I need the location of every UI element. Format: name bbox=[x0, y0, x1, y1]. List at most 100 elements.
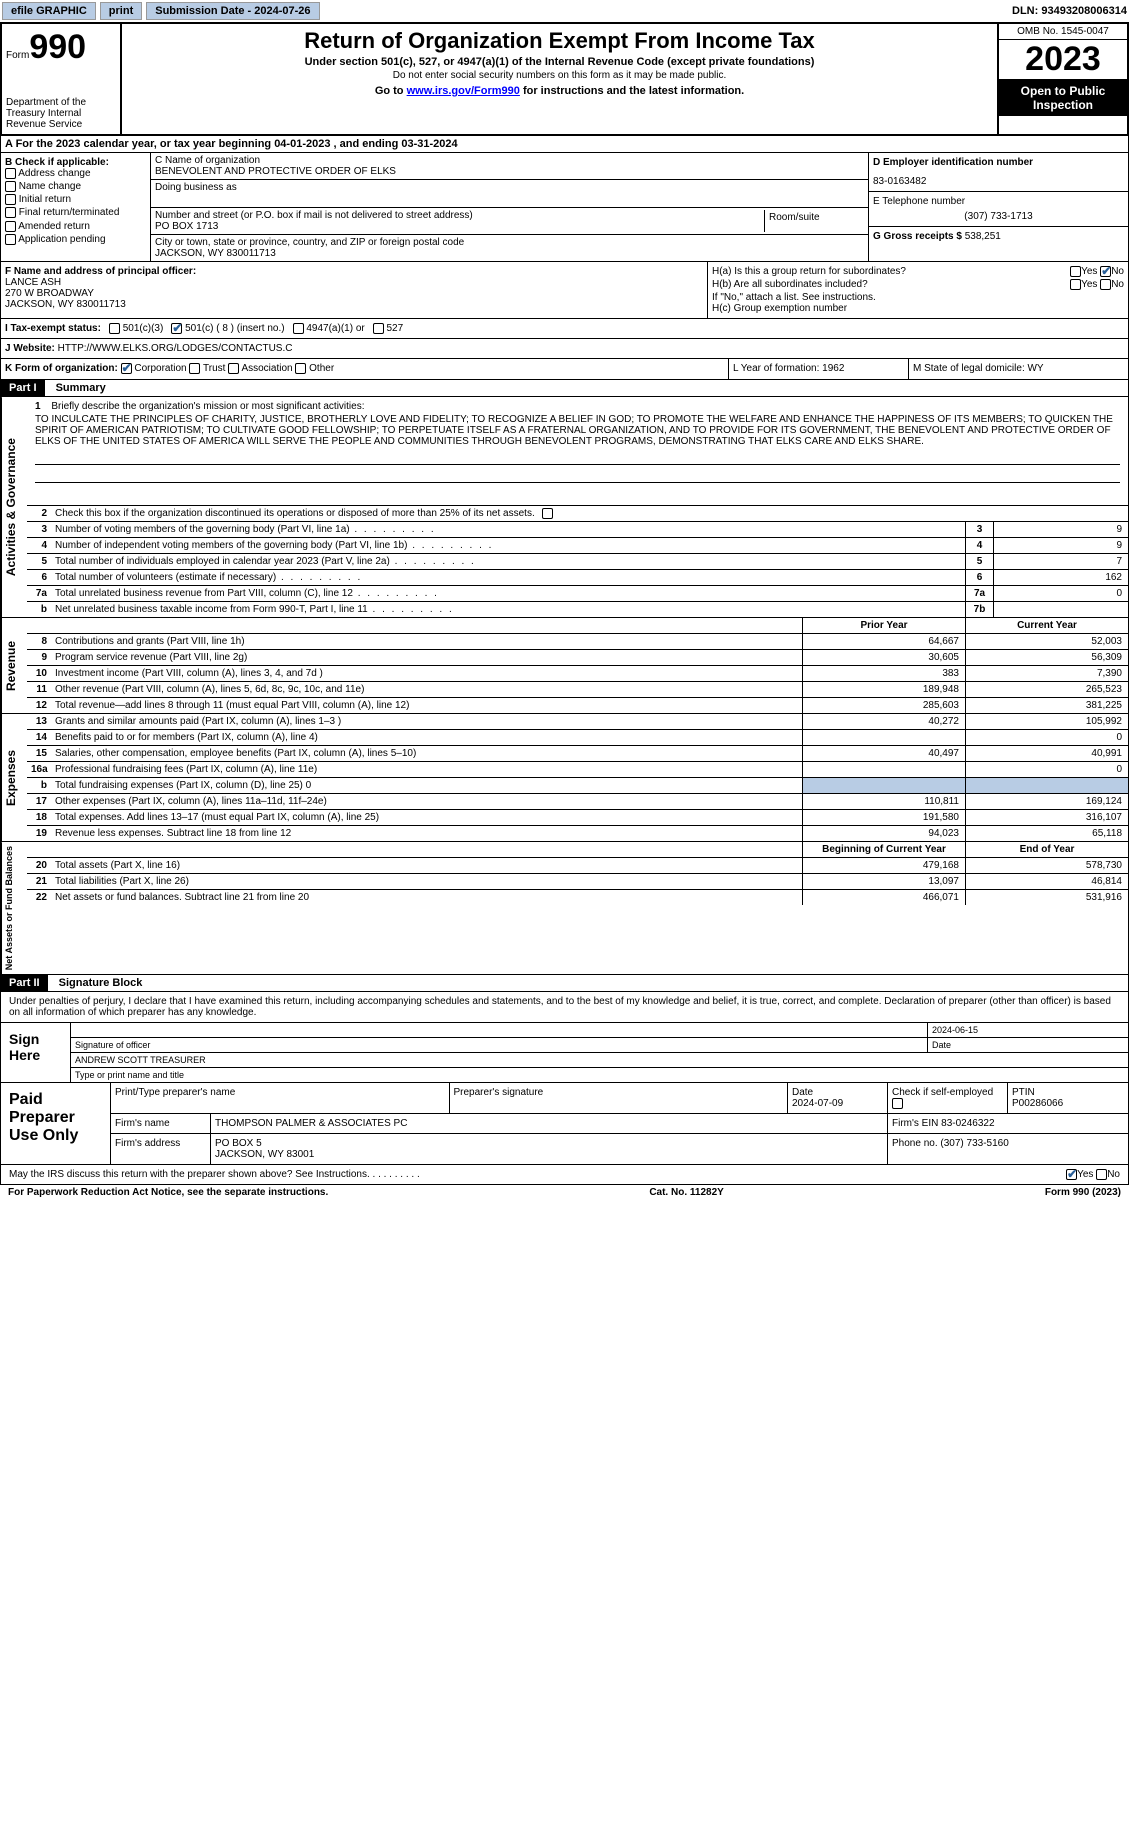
l-year: L Year of formation: 1962 bbox=[728, 359, 908, 378]
row-22: 22Net assets or fund balances. Subtract … bbox=[27, 890, 1128, 905]
netassets-block: Net Assets or Fund Balances Beginning of… bbox=[0, 842, 1129, 975]
topbar: efile GRAPHIC print Submission Date - 20… bbox=[0, 0, 1129, 22]
form-990: 990 bbox=[29, 28, 86, 66]
paid-label: Paid Preparer Use Only bbox=[1, 1083, 111, 1164]
sig-officer-label: Signature of officer bbox=[71, 1038, 928, 1052]
g-label: G Gross receipts $ bbox=[873, 231, 962, 242]
ha-label: H(a) Is this a group return for subordin… bbox=[712, 266, 906, 277]
fin-header-rev: Prior Year Current Year bbox=[27, 618, 1128, 634]
check-b-column: B Check if applicable: Address change Na… bbox=[1, 153, 151, 261]
discuss-text: May the IRS discuss this return with the… bbox=[9, 1169, 420, 1180]
row-13: 13Grants and similar amounts paid (Part … bbox=[27, 714, 1128, 730]
addr-row: Number and street (or P.O. box if mail i… bbox=[151, 208, 868, 235]
addr-label: Number and street (or P.O. box if mail i… bbox=[155, 210, 764, 221]
name-change-check[interactable]: Name change bbox=[5, 181, 146, 192]
form-header: Form990 Department of the Treasury Inter… bbox=[0, 22, 1129, 136]
mission-block: 1 Briefly describe the organization's mi… bbox=[27, 397, 1128, 506]
initial-return-check[interactable]: Initial return bbox=[5, 194, 146, 205]
goto-prefix: Go to bbox=[375, 85, 407, 97]
form-subtitle: Under section 501(c), 527, or 4947(a)(1)… bbox=[126, 56, 993, 68]
website-url: HTTP://WWW.ELKS.ORG/LODGES/CONTACTUS.C bbox=[58, 343, 293, 354]
hb-note: If "No," attach a list. See instructions… bbox=[712, 292, 1124, 303]
row-21: 21Total liabilities (Part X, line 26)13,… bbox=[27, 874, 1128, 890]
self-emp-check[interactable]: Check if self-employed bbox=[888, 1083, 1008, 1113]
sign-date: 2024-06-15 bbox=[928, 1023, 1128, 1037]
e-label: E Telephone number bbox=[873, 196, 1124, 207]
row-6: 6Total number of volunteers (estimate if… bbox=[27, 570, 1128, 586]
part2-title-text: Signature Block bbox=[51, 975, 151, 991]
hc-label: H(c) Group exemption number bbox=[712, 303, 1124, 314]
c-label: C Name of organization bbox=[155, 155, 864, 166]
side-rev: Revenue bbox=[1, 618, 27, 713]
tax-year: 2023 bbox=[999, 40, 1127, 80]
side-net: Net Assets or Fund Balances bbox=[1, 842, 27, 974]
row-17: 17Other expenses (Part IX, column (A), l… bbox=[27, 794, 1128, 810]
paid-row-1: Print/Type preparer's name Preparer's si… bbox=[111, 1083, 1128, 1114]
phone-cell: E Telephone number (307) 733-1713 bbox=[869, 192, 1128, 227]
efile-button[interactable]: efile GRAPHIC bbox=[2, 2, 96, 20]
officer-block: F Name and address of principal officer:… bbox=[0, 262, 1129, 319]
officer-name: LANCE ASH bbox=[5, 277, 703, 288]
org-right: D Employer identification number 83-0163… bbox=[868, 153, 1128, 261]
dba-label: Doing business as bbox=[155, 182, 864, 193]
form-header-left: Form990 Department of the Treasury Inter… bbox=[2, 24, 122, 134]
goto-link[interactable]: www.irs.gov/Form990 bbox=[407, 85, 520, 97]
ein-value: 83-0163482 bbox=[873, 176, 1124, 187]
mission-label: Briefly describe the organization's miss… bbox=[51, 401, 364, 412]
expenses-block: Expenses 13Grants and similar amounts pa… bbox=[0, 714, 1129, 842]
prep-sig-label: Preparer's signature bbox=[450, 1083, 789, 1113]
print-button[interactable]: print bbox=[100, 2, 142, 20]
form-number: Form990 bbox=[6, 28, 116, 67]
org-city: JACKSON, WY 830011713 bbox=[155, 248, 864, 259]
k-org-row: K Form of organization: Corporation Trus… bbox=[0, 359, 1129, 379]
sign-here-label: Sign Here bbox=[1, 1023, 71, 1082]
form-note: Do not enter social security numbers on … bbox=[126, 70, 993, 81]
row-11: 11Other revenue (Part VIII, column (A), … bbox=[27, 682, 1128, 698]
row-7b: bNet unrelated business taxable income f… bbox=[27, 602, 1128, 617]
paid-row-3: Firm's address PO BOX 5JACKSON, WY 83001… bbox=[111, 1134, 1128, 1164]
dept-label: Department of the Treasury Internal Reve… bbox=[6, 97, 116, 130]
dln-label: DLN: 93493208006314 bbox=[1012, 5, 1127, 17]
row-3: 3Number of voting members of the governi… bbox=[27, 522, 1128, 538]
form-label: Form 990 (2023) bbox=[1045, 1187, 1121, 1198]
date-label: Date bbox=[928, 1038, 1128, 1052]
addr-change-check[interactable]: Address change bbox=[5, 168, 146, 179]
app-pending-check[interactable]: Application pending bbox=[5, 234, 146, 245]
row-16b: bTotal fundraising expenses (Part IX, co… bbox=[27, 778, 1128, 794]
final-return-check[interactable]: Final return/terminated bbox=[5, 207, 146, 218]
part1-title-text: Summary bbox=[48, 380, 114, 396]
org-mid: C Name of organization BENEVOLENT AND PR… bbox=[151, 153, 868, 261]
prior-year-header: Prior Year bbox=[802, 618, 965, 633]
submission-date-button[interactable]: Submission Date - 2024-07-26 bbox=[146, 2, 319, 20]
amended-return-check[interactable]: Amended return bbox=[5, 221, 146, 232]
end-year-header: End of Year bbox=[965, 842, 1128, 857]
cat-no: Cat. No. 11282Y bbox=[649, 1187, 723, 1198]
row-18: 18Total expenses. Add lines 13–17 (must … bbox=[27, 810, 1128, 826]
section-a: A For the 2023 calendar year, or tax yea… bbox=[0, 136, 1129, 153]
city-label: City or town, state or province, country… bbox=[155, 237, 864, 248]
part1-title: Part I Summary bbox=[0, 380, 1129, 397]
dba-row: Doing business as bbox=[151, 180, 868, 208]
omb-label: OMB No. 1545-0047 bbox=[999, 24, 1127, 40]
paid-row-2: Firm's name THOMPSON PALMER & ASSOCIATES… bbox=[111, 1114, 1128, 1134]
paid-preparer-block: Paid Preparer Use Only Print/Type prepar… bbox=[0, 1083, 1129, 1165]
row-7a: 7aTotal unrelated business revenue from … bbox=[27, 586, 1128, 602]
part1-header: Part I bbox=[1, 380, 45, 396]
side-gov: Activities & Governance bbox=[1, 397, 27, 617]
officer-name-value: ANDREW SCOTT TREASURER bbox=[71, 1053, 1128, 1067]
tax-status-row: I Tax-exempt status: 501(c)(3) 501(c) ( … bbox=[0, 319, 1129, 339]
current-year-header: Current Year bbox=[965, 618, 1128, 633]
hb-label: H(b) Are all subordinates included? bbox=[712, 279, 868, 290]
f-label: F Name and address of principal officer: bbox=[5, 266, 703, 277]
m-state: M State of legal domicile: WY bbox=[908, 359, 1128, 378]
form-title: Return of Organization Exempt From Incom… bbox=[126, 28, 993, 54]
fin-header-net: Beginning of Current Year End of Year bbox=[27, 842, 1128, 858]
row-15: 15Salaries, other compensation, employee… bbox=[27, 746, 1128, 762]
gross-cell: G Gross receipts $ 538,251 bbox=[869, 227, 1128, 246]
form-prefix: Form bbox=[6, 50, 29, 61]
form-header-mid: Return of Organization Exempt From Incom… bbox=[122, 24, 997, 134]
officer-addr2: JACKSON, WY 830011713 bbox=[5, 299, 703, 310]
row-9: 9Program service revenue (Part VIII, lin… bbox=[27, 650, 1128, 666]
org-name-row: C Name of organization BENEVOLENT AND PR… bbox=[151, 153, 868, 180]
org-name: BENEVOLENT AND PROTECTIVE ORDER OF ELKS bbox=[155, 166, 864, 177]
